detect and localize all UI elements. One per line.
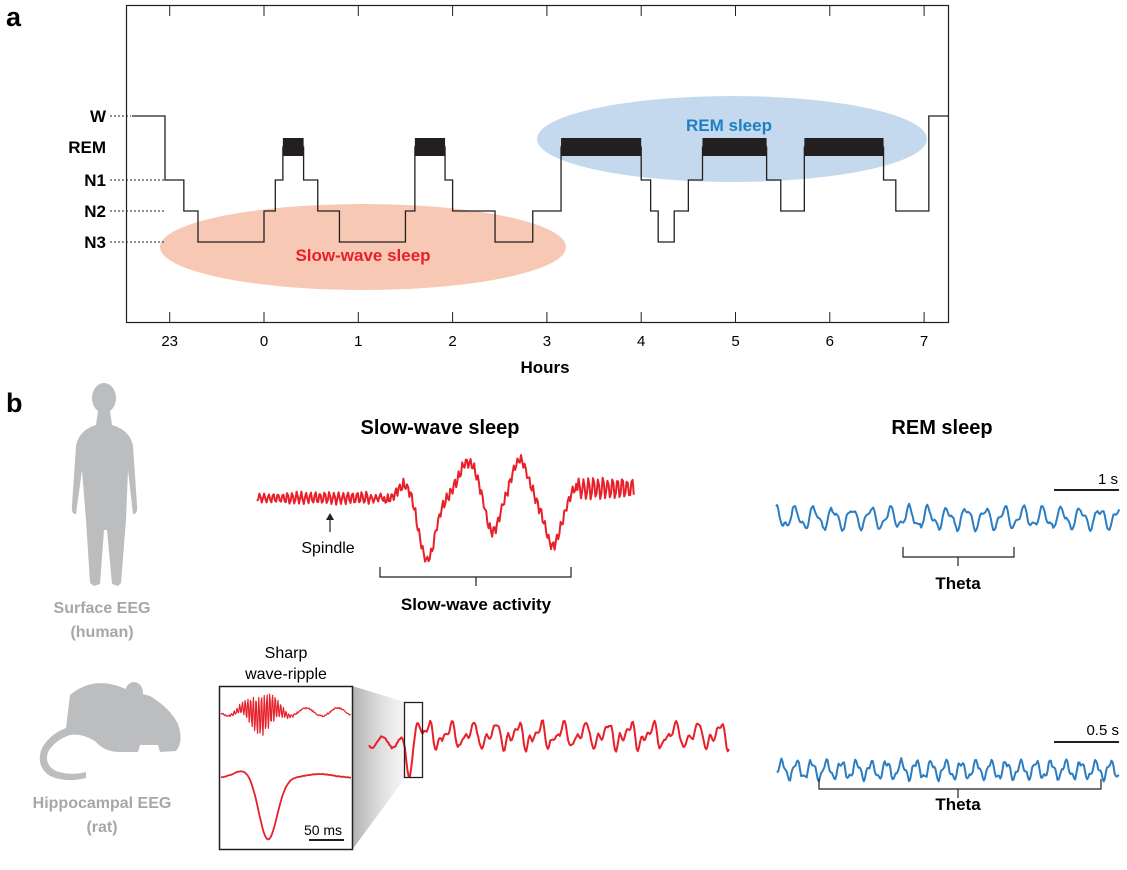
- human-eeg-label-line2: (human): [70, 624, 133, 641]
- swr-scale-label: 50 ms: [304, 822, 342, 838]
- slow-wave-sleep-label: Slow-wave sleep: [295, 246, 430, 265]
- rem-block: [804, 138, 884, 156]
- rem-blocks: [282, 138, 884, 156]
- swr-selection-box: [403, 701, 424, 779]
- rat-eeg-label-line2: (rat): [86, 819, 117, 836]
- x-tick-label: 4: [637, 333, 645, 350]
- human-rem-eeg-trace: [775, 502, 1121, 533]
- slow-wave-sleep-region: [160, 204, 566, 290]
- human-silhouette-icon: [71, 383, 138, 586]
- theta-bracket-rat: [818, 779, 1102, 798]
- stage-label-w: W: [90, 107, 107, 126]
- stage-axis: W REM N1 N2 N3: [68, 107, 165, 252]
- rem-sleep-column-title: REM sleep: [891, 417, 992, 439]
- human-slow-wave-eeg-trace: [256, 454, 635, 563]
- rem-sleep-label: REM sleep: [686, 116, 772, 135]
- rat-slow-wave-eeg-trace: [368, 719, 730, 779]
- theta-bracket-human: [902, 547, 1015, 566]
- x-tick-label: 6: [826, 333, 834, 350]
- rat-rem-eeg-trace: [776, 757, 1120, 783]
- x-tick-label: 5: [731, 333, 739, 350]
- x-tick-label: 0: [260, 333, 268, 350]
- hypnogram-frame: [125, 4, 950, 324]
- rem-block: [561, 138, 642, 156]
- panel-b-label: b: [6, 388, 23, 418]
- spindle-arrowhead-icon: [326, 513, 334, 520]
- stage-label-n3: N3: [84, 233, 106, 252]
- zoom-projection: [352, 686, 405, 850]
- x-tick-label: 23: [161, 333, 178, 350]
- x-axis-title: Hours: [520, 358, 569, 377]
- hours-axis: 23 0 1 2 3 4 5 6 7: [161, 6, 928, 350]
- rat-scale-label: 0.5 s: [1086, 722, 1119, 739]
- theta-label-human: Theta: [935, 574, 981, 593]
- slow-wave-sleep-column-title: Slow-wave sleep: [361, 417, 520, 439]
- stage-label-n2: N2: [84, 202, 106, 221]
- stage-label-n1: N1: [84, 171, 106, 190]
- rat-eeg-label-line1: Hippocampal EEG: [33, 795, 172, 812]
- x-tick-label: 3: [543, 333, 551, 350]
- rat-silhouette-icon: [39, 682, 181, 781]
- x-tick-label: 1: [354, 333, 362, 350]
- panel-a-label: a: [6, 2, 22, 32]
- human-scale-label: 1 s: [1098, 471, 1118, 488]
- swr-title-line2: wave-ripple: [244, 666, 327, 683]
- slow-wave-activity-bracket: [379, 567, 572, 586]
- rem-block: [414, 138, 446, 156]
- swr-ripple-trace: [220, 693, 351, 736]
- spindle-label: Spindle: [301, 540, 354, 557]
- slow-wave-activity-label: Slow-wave activity: [401, 595, 552, 614]
- rem-block: [282, 138, 304, 156]
- swr-sharp-wave-trace: [220, 770, 352, 841]
- rem-block: [702, 138, 767, 156]
- x-tick-label: 2: [448, 333, 456, 350]
- swr-title-line1: Sharp: [265, 645, 308, 662]
- human-eeg-label-line1: Surface EEG: [54, 600, 151, 617]
- hypnogram-trace: [131, 115, 948, 243]
- x-tick-label: 7: [920, 333, 928, 350]
- stage-label-rem: REM: [68, 138, 106, 157]
- theta-label-rat: Theta: [935, 795, 981, 814]
